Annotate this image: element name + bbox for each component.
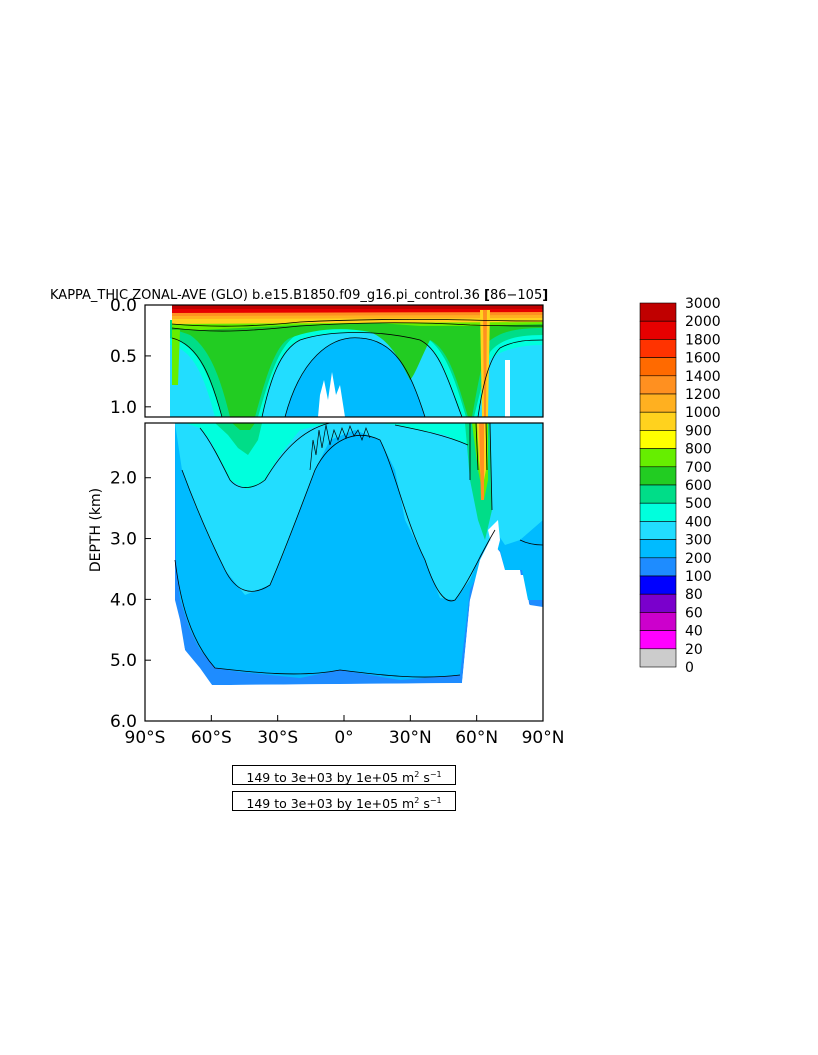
x-tick-label: 30°N — [389, 728, 432, 748]
x-tick-label: 90°S — [125, 728, 166, 748]
colorbar-swatch — [639, 648, 677, 668]
units-base: m — [402, 770, 415, 786]
colorbar-label: 800 — [685, 442, 712, 458]
colorbar-label: 900 — [685, 423, 712, 439]
colorbar-swatch — [639, 539, 677, 559]
colorbar-swatch — [639, 339, 677, 358]
colorbar-label: 400 — [685, 514, 712, 530]
colorbar-label: 700 — [685, 460, 712, 476]
contour-info-box-2: 149 to 3e+03 by 1e+05 m2 s−1 — [232, 791, 456, 811]
x-tick-label: 60°S — [191, 728, 232, 748]
contour-info-box: 149 to 3e+03 by 1e+05 m2 s−1 — [232, 765, 456, 785]
x-tick-label: 60°N — [455, 728, 498, 748]
units-mid: s — [423, 770, 430, 786]
colorbar-swatch — [639, 448, 677, 468]
x-tick-label: 90°N — [522, 728, 565, 748]
colorbar-label: 600 — [685, 478, 712, 494]
colorbar-swatch — [639, 302, 677, 322]
colorbar-swatch — [639, 357, 677, 377]
colorbar-swatch — [639, 484, 677, 504]
colorbar-label: 20 — [685, 642, 703, 658]
colorbar-swatch — [639, 612, 677, 631]
axes: 90°S 60°S 30°S 0° 30°N 60°N 90°N 0.0 0.5 1.0 2.0 3.… — [110, 296, 564, 748]
y-tick-label: 4.0 — [110, 590, 137, 610]
colorbar-label: 1800 — [685, 332, 721, 348]
lower-panel-field — [145, 423, 543, 720]
colorbar-label: 200 — [685, 551, 712, 567]
y-axis-label: DEPTH (km) — [88, 488, 104, 572]
colorbar-swatch — [639, 393, 677, 413]
colorbar-label: 300 — [685, 533, 712, 549]
units-exp2: −1 — [429, 770, 442, 779]
y-tick-label: 5.0 — [110, 651, 137, 671]
colorbar-swatch — [639, 466, 677, 486]
colorbar-label: 0 — [685, 660, 694, 676]
colorbar-swatch — [639, 411, 677, 431]
colorbar-swatch — [639, 630, 677, 650]
upper-panel-field — [145, 305, 543, 417]
y-tick-label: 0.0 — [110, 296, 137, 316]
colorbar-label: 2000 — [685, 314, 721, 330]
y-tick-label: 6.0 — [110, 712, 137, 732]
colorbar-swatch — [639, 557, 677, 577]
colorbar-swatch — [639, 521, 677, 540]
colorbar-label: 1600 — [685, 351, 721, 367]
colorbar-label: 500 — [685, 496, 712, 512]
colorbar-label: 1400 — [685, 369, 721, 385]
contour-info-text: 149 to 3e+03 by 1e+05 — [246, 770, 399, 786]
units-exp1: 2 — [414, 770, 420, 779]
colorbar-label: 3000 — [685, 296, 721, 312]
colorbar-swatch — [639, 320, 677, 340]
colorbar-label: 100 — [685, 569, 712, 585]
colorbar-swatch — [639, 593, 677, 613]
colorbar-swatch — [639, 375, 677, 395]
colorbar-label: 80 — [685, 587, 703, 603]
units-exp1: 2 — [414, 796, 420, 805]
colorbar-label: 1200 — [685, 387, 721, 403]
y-tick-label: 3.0 — [110, 530, 137, 550]
colorbar-swatch — [639, 502, 677, 522]
x-tick-label: 0° — [334, 728, 353, 748]
colorbar-label: 60 — [685, 605, 703, 621]
y-tick-label: 0.5 — [110, 347, 137, 367]
colorbar-swatch — [639, 430, 677, 449]
x-tick-label: 30°S — [257, 728, 298, 748]
contour-info-text: 149 to 3e+03 by 1e+05 — [246, 796, 399, 812]
y-tick-label: 2.0 — [110, 469, 137, 489]
colorbar-label: 1000 — [685, 405, 721, 421]
upper-panel-frame — [144, 304, 544, 418]
colorbar: 3000200018001600140012001000900800700600… — [639, 296, 721, 676]
colorbar-label: 40 — [685, 624, 703, 640]
y-tick-label: 1.0 — [110, 398, 137, 418]
units-base: m — [402, 796, 415, 812]
units-mid: s — [423, 796, 430, 812]
colorbar-swatch — [639, 575, 677, 595]
chart-title: KAPPA_THIC ZONAL-AVE (GLO) b.e15.B1850.f… — [50, 288, 548, 303]
units-exp2: −1 — [429, 796, 442, 805]
